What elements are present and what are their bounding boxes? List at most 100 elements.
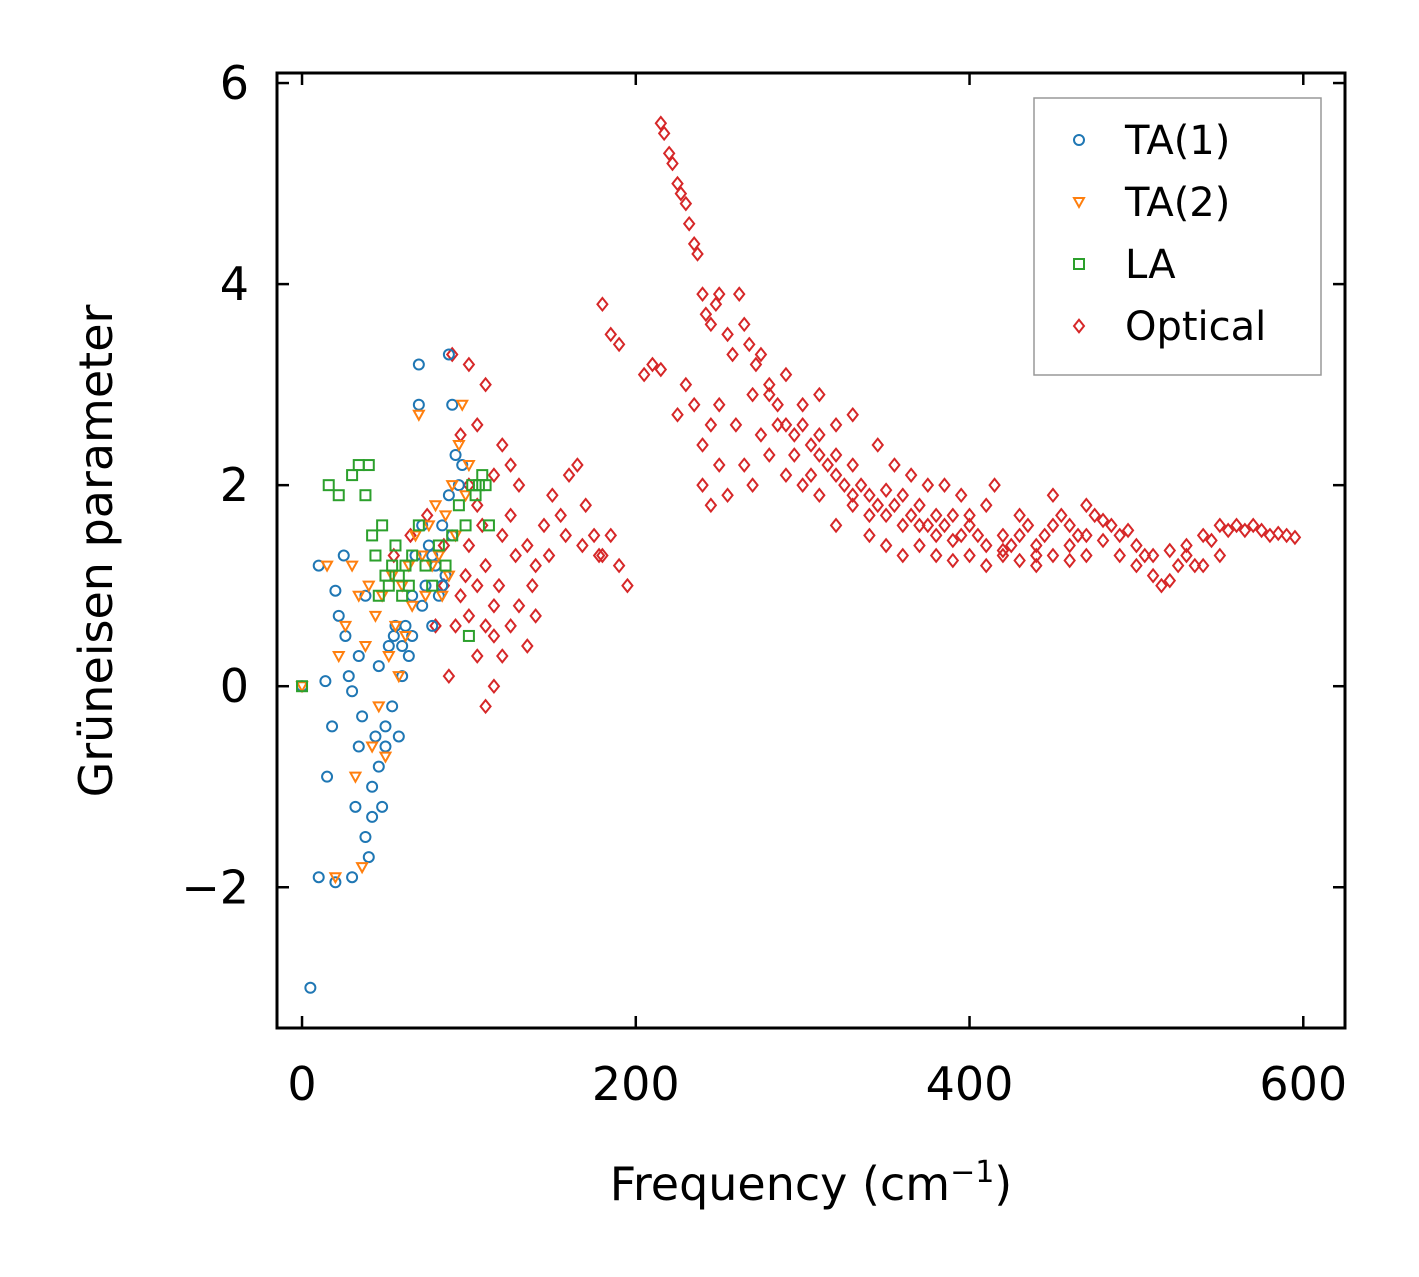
data-point xyxy=(345,560,359,573)
data-point xyxy=(332,489,345,502)
data-point xyxy=(537,517,551,534)
data-point xyxy=(470,416,484,433)
data-point xyxy=(888,497,901,514)
data-point xyxy=(388,620,403,633)
data-point xyxy=(512,477,526,494)
data-point xyxy=(946,507,960,524)
data-point xyxy=(996,527,1010,544)
data-point xyxy=(366,810,379,823)
data-point xyxy=(979,537,993,554)
data-point xyxy=(521,638,534,654)
data-point xyxy=(355,862,369,875)
data-point xyxy=(442,570,456,583)
data-point xyxy=(1113,547,1126,564)
data-point xyxy=(1196,527,1210,544)
data-point xyxy=(1046,547,1060,564)
data-point xyxy=(913,517,926,534)
data-point xyxy=(372,660,385,673)
data-point xyxy=(879,537,893,554)
data-point xyxy=(452,499,465,512)
data-point xyxy=(385,570,399,583)
data-point xyxy=(469,489,482,502)
data-point xyxy=(472,479,485,492)
data-point xyxy=(1213,517,1227,534)
data-point xyxy=(479,618,492,634)
data-point xyxy=(763,386,776,403)
data-point xyxy=(366,780,379,793)
data-point xyxy=(896,547,910,564)
data-point xyxy=(436,519,449,532)
data-point xyxy=(604,527,618,544)
data-point xyxy=(296,680,309,693)
data-point xyxy=(863,487,876,504)
data-point xyxy=(462,356,476,373)
data-point xyxy=(813,447,826,463)
data-point xyxy=(979,497,993,514)
data-point xyxy=(329,876,342,889)
data-point xyxy=(863,527,876,544)
data-point xyxy=(496,527,509,544)
data-point xyxy=(359,489,372,502)
data-point xyxy=(796,396,809,413)
data-point xyxy=(438,510,453,523)
data-point xyxy=(1030,537,1043,554)
data-point xyxy=(813,487,826,504)
data-point xyxy=(412,358,425,371)
data-point xyxy=(359,831,372,843)
data-point xyxy=(671,406,684,423)
data-point xyxy=(612,336,626,353)
data-point xyxy=(442,348,455,361)
data-point xyxy=(329,584,342,597)
data-point xyxy=(938,477,951,494)
data-point xyxy=(571,457,584,473)
x-axis-label: Frequency (cm−1) xyxy=(610,1155,1013,1211)
data-point xyxy=(358,641,373,654)
data-point xyxy=(352,459,365,472)
data-point xyxy=(813,427,826,443)
data-point xyxy=(406,589,419,602)
data-point xyxy=(682,215,696,232)
data-point xyxy=(1121,522,1135,539)
data-point xyxy=(426,579,439,592)
data-point xyxy=(696,286,709,303)
data-point xyxy=(399,619,412,632)
data-point xyxy=(742,336,756,353)
data-point xyxy=(704,416,718,433)
data-point xyxy=(771,396,784,413)
y-tick-label: 2 xyxy=(220,458,249,512)
data-point xyxy=(408,530,423,543)
data-point xyxy=(712,286,726,303)
data-point xyxy=(362,580,376,593)
data-point xyxy=(696,477,709,494)
data-point xyxy=(846,406,859,423)
data-point xyxy=(871,497,885,514)
data-point xyxy=(804,437,818,453)
data-point xyxy=(654,361,668,378)
data-point xyxy=(946,552,960,569)
data-point xyxy=(348,771,363,784)
data-point xyxy=(709,296,723,313)
data-point xyxy=(779,467,793,483)
data-point xyxy=(1113,527,1126,544)
data-point xyxy=(1030,547,1043,564)
data-point xyxy=(654,115,668,132)
data-point xyxy=(366,529,379,542)
legend-marker-ta-2- xyxy=(1072,197,1086,210)
data-point xyxy=(470,497,484,514)
data-point xyxy=(387,629,400,642)
data-point xyxy=(372,589,385,602)
data-point xyxy=(559,527,572,544)
data-point xyxy=(979,557,993,574)
data-point xyxy=(349,800,362,813)
legend: TA(1) TA(2) LA Optical xyxy=(1033,97,1322,376)
data-point xyxy=(1013,527,1026,544)
data-point xyxy=(346,469,359,482)
data-point xyxy=(378,751,393,764)
data-point xyxy=(320,560,334,573)
data-point xyxy=(988,477,1001,494)
data-point xyxy=(412,519,425,532)
data-point xyxy=(405,600,419,613)
data-point xyxy=(1196,557,1210,574)
series-ta-1- xyxy=(296,348,469,994)
